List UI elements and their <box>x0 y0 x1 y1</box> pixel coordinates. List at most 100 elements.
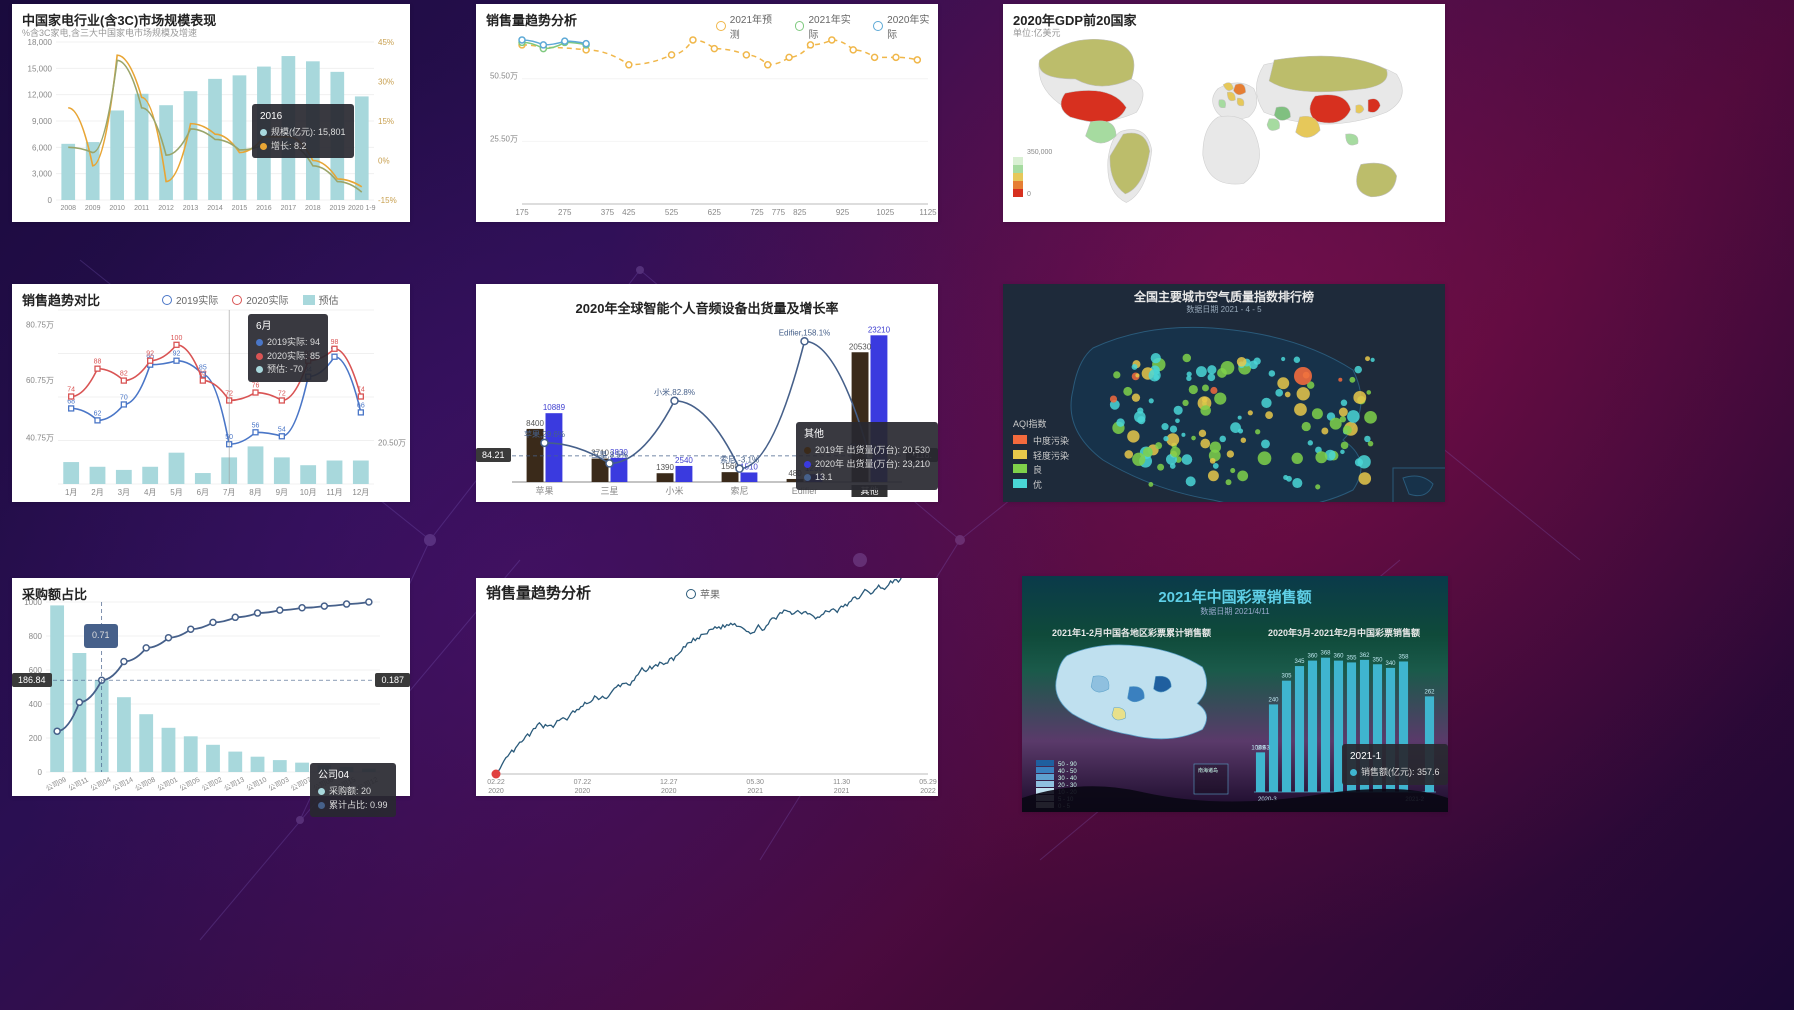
panel-china-appliance-market: 中国家电行业(含3C)市场规模表现 %含3C家电,含三大中国家电市场规模及增速 … <box>12 4 410 222</box>
panel-sales-trend-forecast: 销售量趋势分析 2021年预测2021年实际2020年实际 1752753754… <box>476 4 938 222</box>
svg-text:0: 0 <box>1027 191 1031 198</box>
svg-text:三星,3.5%: 三星,3.5% <box>591 450 627 459</box>
svg-text:350: 350 <box>1372 657 1383 663</box>
panel-gdp-world-map: 2020年GDP前20国家 单位:亿美元 350,0000 <box>1003 4 1445 222</box>
svg-text:1125: 1125 <box>919 208 937 217</box>
svg-text:0: 0 <box>48 196 53 205</box>
svg-text:70: 70 <box>120 394 128 401</box>
svg-text:355: 355 <box>1346 655 1357 661</box>
p8-chart[interactable]: 02.22202007.22202012.27202005.30202111.3… <box>476 578 938 796</box>
svg-text:825: 825 <box>793 208 807 217</box>
svg-text:82: 82 <box>120 371 128 378</box>
svg-text:62: 62 <box>94 410 102 417</box>
svg-text:2019: 2019 <box>330 205 346 212</box>
svg-text:2012: 2012 <box>158 205 174 212</box>
svg-text:2014: 2014 <box>207 205 223 212</box>
svg-text:30%: 30% <box>378 78 394 87</box>
svg-text:公司08: 公司08 <box>134 776 157 793</box>
svg-text:1390: 1390 <box>656 463 674 472</box>
p4-chart[interactable]: 1月2月3月4月5月6月7月8月9月10月11月12月6862709092855… <box>12 284 410 502</box>
svg-text:Edifier,158.1%: Edifier,158.1% <box>779 328 831 337</box>
svg-text:2020: 2020 <box>661 788 677 795</box>
svg-text:2009: 2009 <box>85 205 101 212</box>
svg-text:625: 625 <box>708 208 722 217</box>
svg-text:3,000: 3,000 <box>32 170 53 179</box>
svg-text:25.50万: 25.50万 <box>490 134 518 143</box>
svg-text:74: 74 <box>357 387 365 394</box>
svg-text:9,000: 9,000 <box>32 117 53 126</box>
svg-text:305: 305 <box>1281 674 1292 680</box>
svg-text:8400: 8400 <box>526 419 544 428</box>
svg-text:60.75万: 60.75万 <box>26 376 54 385</box>
svg-text:360: 360 <box>1333 654 1344 660</box>
svg-text:11月: 11月 <box>326 488 342 497</box>
svg-text:公司05: 公司05 <box>178 776 201 793</box>
svg-text:6,000: 6,000 <box>32 143 53 152</box>
svg-text:20.50万: 20.50万 <box>378 439 406 448</box>
svg-text:05.29: 05.29 <box>919 779 937 786</box>
svg-text:50 - 90: 50 - 90 <box>1058 762 1077 768</box>
svg-text:6月: 6月 <box>197 488 209 497</box>
p9-tooltip: 2021-1销售额(亿元): 357.6 <box>1342 744 1448 785</box>
p4-tooltip: 6月2019实际: 942020实际: 85预估: -70 <box>248 314 328 382</box>
p2-chart[interactable]: 1752753754255256257257758259251025112525… <box>476 4 938 222</box>
svg-text:2011: 2011 <box>134 205 149 212</box>
svg-text:2008: 2008 <box>60 205 76 212</box>
svg-text:18,000: 18,000 <box>28 38 53 47</box>
svg-text:108.63: 108.63 <box>1251 745 1270 751</box>
svg-text:40.75万: 40.75万 <box>26 434 54 443</box>
panel-sales-compare: 销售趋势对比 2019实际2020实际预估 1月2月3月4月5月6月7月8月9月… <box>12 284 410 502</box>
svg-text:725: 725 <box>750 208 764 217</box>
svg-text:2013: 2013 <box>183 205 199 212</box>
svg-text:8月: 8月 <box>249 488 261 497</box>
p7-tooltip-cum: 0.71 <box>84 624 118 648</box>
svg-text:200: 200 <box>29 734 43 743</box>
panel-aqi-china: 全国主要城市空气质量指数排行榜 数据日期 2021 - 4 - 5 AQI指数中… <box>1003 284 1445 502</box>
svg-text:175: 175 <box>515 208 529 217</box>
svg-text:2020: 2020 <box>575 788 591 795</box>
svg-text:368: 368 <box>1320 651 1331 657</box>
svg-text:56: 56 <box>252 422 260 429</box>
svg-text:公司13: 公司13 <box>223 776 246 793</box>
svg-text:1000: 1000 <box>24 598 42 607</box>
svg-text:10月: 10月 <box>300 488 317 497</box>
svg-text:66: 66 <box>357 402 365 409</box>
svg-text:公司14: 公司14 <box>111 776 134 793</box>
svg-text:2022: 2022 <box>920 788 936 795</box>
svg-text:54: 54 <box>278 426 286 433</box>
p3-map[interactable]: 350,0000 <box>1003 4 1445 222</box>
svg-text:30 - 40: 30 - 40 <box>1058 776 1077 782</box>
svg-text:0%: 0% <box>378 157 390 166</box>
svg-text:50.50万: 50.50万 <box>490 72 518 81</box>
p6-legend: AQI指数中度污染轻度污染良优 <box>1013 417 1069 492</box>
svg-text:925: 925 <box>836 208 850 217</box>
svg-text:-15%: -15% <box>378 196 397 205</box>
p7-badge-right: 0.187 <box>375 673 410 687</box>
svg-text:2月: 2月 <box>91 488 103 497</box>
svg-text:公司03: 公司03 <box>267 776 290 793</box>
svg-text:1月: 1月 <box>65 488 77 497</box>
p5-tooltip: 其他2019年 出货量(万台): 20,5302020年 出货量(万台): 23… <box>796 422 938 490</box>
svg-text:2021: 2021 <box>834 788 850 795</box>
svg-text:92: 92 <box>146 351 154 358</box>
svg-text:公司09: 公司09 <box>45 776 68 793</box>
svg-text:345: 345 <box>1294 659 1305 665</box>
svg-text:23210: 23210 <box>868 325 891 334</box>
svg-text:5月: 5月 <box>170 488 182 497</box>
svg-text:公司10: 公司10 <box>245 776 268 793</box>
svg-text:2015: 2015 <box>232 205 248 212</box>
svg-text:南海诸岛: 南海诸岛 <box>1198 767 1218 774</box>
p6-map[interactable] <box>1003 284 1445 502</box>
panel-apple-timeseries: 销售量趋势分析 苹果 02.22202007.22202012.27202005… <box>476 578 938 796</box>
svg-text:525: 525 <box>665 208 679 217</box>
svg-text:425: 425 <box>622 208 636 217</box>
svg-text:9月: 9月 <box>276 488 288 497</box>
svg-text:74: 74 <box>67 387 75 394</box>
svg-text:12月: 12月 <box>352 488 369 497</box>
svg-text:375: 375 <box>601 208 615 217</box>
svg-text:02.22: 02.22 <box>487 779 505 786</box>
svg-text:15,000: 15,000 <box>28 64 53 73</box>
p7-badge-left: 186.84 <box>12 673 52 687</box>
svg-text:800: 800 <box>29 632 43 641</box>
panel-purchase-pareto: 采购额占比 02004006008001000公司09公司11公司04公司14公… <box>12 578 410 796</box>
